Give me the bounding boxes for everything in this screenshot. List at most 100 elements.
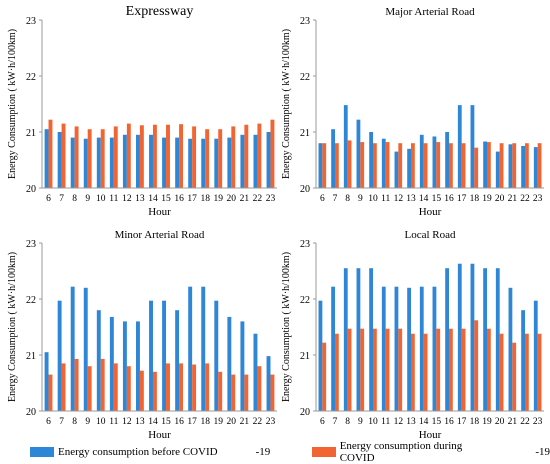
- y-tick-label: 22: [300, 72, 310, 83]
- x-tick-label: 22: [253, 194, 263, 204]
- bar-before: [122, 134, 127, 188]
- x-tick-label: 10: [368, 194, 378, 204]
- bar-during: [322, 342, 327, 411]
- y-tick-label: 22: [300, 295, 310, 306]
- bar-during: [373, 143, 377, 188]
- x-tick-label: 14: [148, 194, 158, 204]
- bar-during: [537, 333, 542, 411]
- bar-during: [100, 129, 105, 188]
- bar-during: [411, 143, 415, 188]
- bar-during: [360, 328, 365, 411]
- bar-during: [360, 142, 365, 188]
- bar-before: [508, 144, 513, 188]
- x-tick-label: 14: [419, 194, 429, 204]
- bar-during: [244, 374, 249, 411]
- bar-before: [381, 286, 386, 411]
- bar-before: [109, 316, 114, 411]
- x-tick-label: 13: [135, 417, 145, 427]
- bar-before: [162, 300, 167, 411]
- x-tick-label: 13: [135, 194, 145, 204]
- x-tick-label: 16: [444, 417, 454, 427]
- x-tick-label: 11: [381, 417, 390, 427]
- x-tick-label: 8: [72, 417, 77, 427]
- bar-before: [318, 300, 323, 411]
- bar-during: [218, 129, 223, 188]
- bar-during: [512, 342, 517, 411]
- bar-before: [83, 138, 88, 188]
- bar-during: [179, 363, 183, 411]
- x-tick-label: 7: [59, 194, 64, 204]
- bar-before: [201, 138, 206, 188]
- x-tick-label: 19: [214, 417, 224, 427]
- y-tick-label: 20: [300, 407, 310, 418]
- x-tick-label: 23: [266, 194, 276, 204]
- y-tick-label: 21: [26, 128, 36, 139]
- bar-during: [113, 363, 118, 411]
- x-tick-label: 22: [520, 417, 530, 427]
- x-tick-label: 19: [214, 194, 224, 204]
- bar-during: [192, 364, 197, 411]
- x-tick-label: 21: [508, 194, 518, 204]
- bar-before: [214, 138, 219, 188]
- bar-before: [162, 137, 167, 188]
- bar-before: [253, 134, 258, 188]
- bar-during: [244, 124, 249, 188]
- bar-during: [192, 126, 197, 188]
- legend-swatch-during: [312, 447, 336, 457]
- x-tick-label: 9: [358, 417, 363, 427]
- bar-during: [335, 333, 339, 411]
- bar-before: [508, 287, 513, 411]
- bar-during: [139, 370, 144, 411]
- chart-title: Expressway: [126, 4, 194, 19]
- bar-before: [445, 132, 449, 188]
- bar-during: [205, 363, 210, 411]
- y-tick-label: 20: [300, 184, 310, 195]
- bar-during: [257, 366, 262, 411]
- x-tick-label: 10: [368, 417, 378, 427]
- bar-during: [74, 126, 79, 188]
- bar-during: [152, 371, 157, 411]
- x-tick-label: 23: [266, 417, 276, 427]
- x-tick-label: 7: [333, 417, 338, 427]
- bar-before: [331, 286, 335, 411]
- x-tick-label: 9: [85, 194, 90, 204]
- x-axis-label: Hour: [148, 429, 171, 440]
- bar-during: [398, 143, 403, 188]
- y-axis-label: Energy Consumption ( kW·h/100km): [7, 29, 18, 179]
- x-tick-label: 18: [200, 194, 210, 204]
- x-tick-label: 8: [72, 194, 77, 204]
- x-tick-label: 19: [482, 194, 492, 204]
- x-tick-label: 8: [345, 194, 350, 204]
- x-tick-label: 11: [381, 194, 390, 204]
- bar-before: [407, 148, 411, 188]
- bar-during: [166, 363, 170, 411]
- bar-before: [188, 138, 193, 188]
- bar-before: [394, 286, 399, 411]
- x-axis-label: Hour: [148, 206, 171, 218]
- bar-before: [83, 287, 88, 411]
- bar-during: [74, 358, 79, 411]
- bar-during: [48, 119, 53, 188]
- bar-during: [385, 142, 390, 188]
- x-tick-label: 18: [470, 194, 480, 204]
- bar-during: [179, 124, 183, 188]
- bar-during: [347, 328, 352, 411]
- x-tick-label: 20: [495, 417, 505, 427]
- x-tick-label: 21: [240, 194, 250, 204]
- x-tick-label: 17: [457, 417, 467, 427]
- bar-during: [385, 328, 390, 411]
- x-tick-label: 13: [406, 417, 416, 427]
- x-tick-label: 10: [96, 194, 106, 204]
- bar-before: [266, 132, 271, 188]
- x-tick-label: 13: [406, 194, 416, 204]
- bar-before: [470, 263, 475, 411]
- bar-before: [136, 134, 140, 188]
- bar-during: [126, 366, 131, 411]
- bar-during: [335, 143, 339, 188]
- x-tick-label: 18: [200, 417, 210, 427]
- bar-before: [240, 321, 245, 411]
- bar-before: [70, 137, 75, 188]
- bar-during: [525, 143, 529, 188]
- x-tick-label: 20: [227, 417, 237, 427]
